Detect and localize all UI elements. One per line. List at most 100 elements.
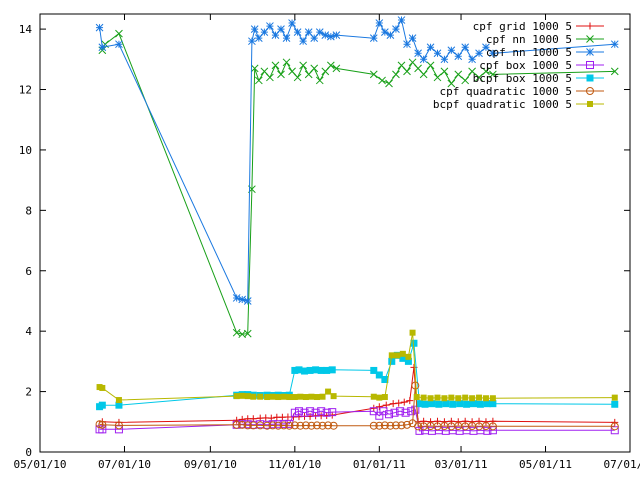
data-point [610,40,619,49]
legend-swatch-marker [586,74,594,82]
data-point [299,37,307,46]
data-point [254,76,263,85]
data-point [401,408,410,417]
data-point [419,70,428,79]
data-point [381,394,388,401]
data-point [301,367,309,375]
data-point [243,421,252,430]
data-point [392,25,400,33]
data-point [238,295,247,304]
legend-label: cpf nn 1000 5 [486,33,572,46]
data-point [610,67,619,76]
data-point [447,79,456,88]
data-point [291,394,298,401]
data-point [482,67,490,76]
data-point [232,328,241,337]
axis-layer: 0 2 4 6 8 10 12 14 05/01/10 07/01/10 09/01/10 11/01… [14,13,640,471]
data-point [475,49,483,58]
data-point [396,407,405,416]
data-point [419,55,428,64]
x-tick-label: 03/01/11 [435,458,488,471]
data-point [375,371,383,379]
series-layer [95,16,619,435]
data-point [482,395,489,402]
data-point [250,393,257,400]
data-point [483,426,492,435]
data-point [407,407,416,416]
plot-frame [39,13,631,453]
data-point [413,394,420,401]
data-point [300,408,309,417]
data-point [378,76,386,85]
data-point [306,407,315,416]
data-point [433,49,442,58]
data-point [454,418,462,426]
legend-swatch-marker [587,101,593,107]
data-point [290,421,299,430]
data-point [317,407,326,416]
data-point [257,393,264,400]
data-point [404,357,412,365]
data-point [297,393,304,400]
data-point [463,400,471,408]
data-point [254,34,263,43]
data-point [462,394,469,401]
data-point [99,384,106,391]
data-point [411,405,420,414]
data-point [332,31,341,39]
data-point [290,408,299,417]
data-point [440,55,449,64]
data-point [454,70,463,79]
data-point [98,43,107,52]
legend-entry: bcpf box 1000 5 [473,72,604,85]
data-point [476,394,483,401]
y-tick-label: 0 [25,446,32,459]
data-point [369,34,378,43]
data-point [369,407,378,416]
data-point [313,394,320,401]
legend-swatch-marker [586,22,594,30]
data-point [475,417,483,425]
y-tick-label: 10 [19,144,32,157]
data-point [248,37,256,46]
legend-label: bcpf box 1000 5 [473,72,572,85]
data-point [381,28,389,36]
data-point [312,366,320,374]
data-point [489,400,497,408]
data-point [312,421,321,430]
data-point [321,31,330,39]
data-point [114,421,123,430]
legend-swatch-marker [586,35,594,43]
data-point [390,408,399,417]
series-4 [95,405,619,435]
data-point [420,394,427,401]
data-point [376,394,383,401]
data-point [95,23,104,32]
data-point [291,366,299,374]
data-point [611,400,619,408]
y-tick-label: 4 [25,325,32,338]
data-point [304,28,313,36]
data-point [410,339,418,347]
data-point [323,366,331,374]
series-3 [95,16,619,305]
data-point [369,421,378,430]
data-point [293,73,302,82]
data-point [426,43,435,52]
series-2 [98,29,619,339]
x-tick-label: 07/01/10 [98,458,151,471]
data-point [275,394,282,401]
data-point [380,421,389,430]
data-point [98,420,107,429]
data-point [375,411,384,420]
data-point [388,357,396,365]
data-point [399,350,406,357]
data-point [98,401,106,409]
y-tick-label: 12 [19,84,32,97]
data-point [415,426,424,435]
legend-swatch-marker [586,87,594,95]
legend-entry: cpf nn 1000 5 [486,46,604,59]
data-point [468,418,476,426]
data-point [233,393,240,400]
